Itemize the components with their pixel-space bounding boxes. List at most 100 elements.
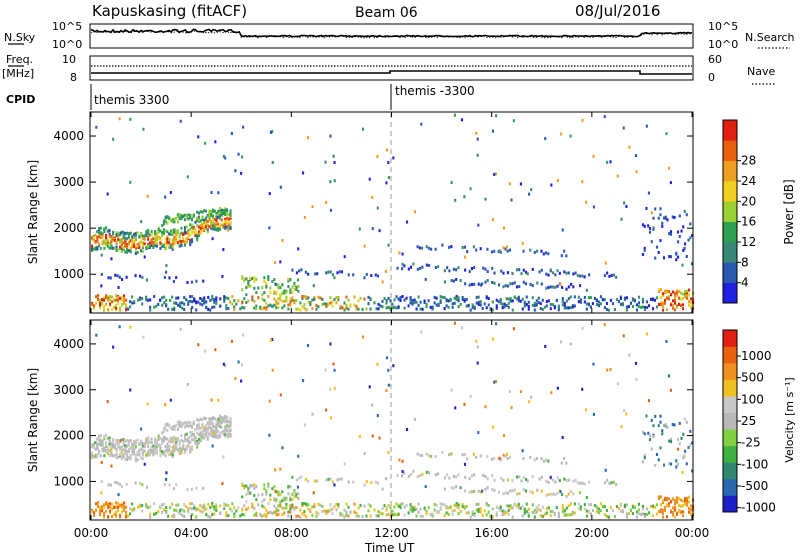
noise-left-tick-bottom: 10^0	[52, 38, 82, 51]
power-cell	[203, 296, 206, 300]
velocity-cell	[113, 446, 116, 450]
power-cell	[668, 232, 671, 236]
velocity-cell	[669, 462, 673, 466]
velocity-cell	[217, 398, 220, 402]
velocity-cell	[159, 449, 162, 453]
velocity-cell	[197, 432, 201, 436]
velocity-cell	[169, 451, 172, 455]
power-cell	[461, 245, 464, 249]
velocity-cell	[305, 515, 308, 519]
power-cell	[361, 127, 365, 131]
power-cell	[125, 275, 128, 279]
power-cell	[291, 268, 294, 272]
power-cell	[428, 264, 431, 268]
velocity-cell	[122, 453, 125, 457]
power-cell	[335, 295, 338, 299]
power-cell	[210, 224, 213, 228]
velocity-cell	[229, 428, 232, 432]
power-cell	[301, 296, 304, 300]
power-cell	[431, 305, 434, 309]
power-cell	[353, 303, 356, 307]
velocity-cell	[431, 514, 434, 518]
power-cell	[461, 296, 464, 300]
power-cell	[357, 307, 360, 311]
power-cell	[669, 230, 673, 234]
power-cell	[157, 230, 160, 234]
power-cell	[345, 306, 348, 310]
power-cell	[155, 304, 158, 308]
velocity-cell	[311, 514, 314, 518]
velocity-cell	[112, 438, 115, 442]
power-cell	[687, 303, 691, 307]
power-cell	[677, 302, 681, 306]
power-cell	[127, 249, 130, 253]
velocity-cell	[511, 489, 514, 493]
velocity-cell	[163, 508, 166, 512]
velocity-cell	[452, 474, 455, 478]
velocity-cell	[522, 475, 525, 479]
power-cell	[592, 205, 595, 209]
velocity-cell	[385, 389, 388, 393]
power-cell	[303, 295, 306, 299]
power-cell	[302, 171, 305, 175]
power-cell	[173, 228, 176, 232]
velocity-cell	[675, 497, 679, 501]
velocity-cell	[187, 436, 190, 440]
power-cell	[576, 274, 579, 278]
velocity-cell	[289, 485, 292, 489]
velocity-cell	[190, 438, 194, 442]
power-cell	[94, 233, 97, 237]
velocity-cell	[675, 512, 679, 516]
velocity-cell	[457, 506, 460, 510]
velocity-cell	[678, 442, 681, 446]
velocity-cell	[285, 506, 288, 510]
power-cell	[133, 241, 136, 245]
power-cell	[247, 282, 250, 286]
velocity-cell	[445, 505, 448, 509]
power-colorbar-tick: 28	[741, 154, 756, 168]
power-cell	[460, 118, 464, 122]
power-cell	[497, 300, 500, 304]
power-cell	[171, 218, 174, 222]
velocity-cell	[401, 474, 404, 478]
power-cell	[120, 243, 123, 247]
power-cell	[531, 296, 534, 300]
velocity-cell	[526, 479, 529, 483]
power-cell	[498, 249, 501, 253]
power-cell	[681, 303, 685, 307]
velocity-cell	[448, 453, 451, 457]
velocity-cell	[273, 497, 276, 501]
velocity-cell	[306, 344, 310, 348]
velocity-cell	[475, 508, 478, 512]
velocity-cell	[385, 508, 388, 512]
power-cell	[168, 232, 171, 236]
velocity-cell	[347, 514, 350, 518]
power-cell	[103, 305, 106, 309]
velocity-cell	[473, 513, 476, 517]
velocity-cell	[91, 509, 94, 513]
velocity-cell	[129, 512, 132, 516]
velocity-cell	[565, 478, 568, 482]
velocity-cell	[161, 503, 164, 507]
velocity-cell	[261, 493, 264, 497]
velocity-cell	[331, 507, 334, 511]
power-cell	[253, 279, 256, 283]
velocity-cell	[515, 475, 519, 479]
power-cell	[129, 300, 132, 304]
power-cell	[120, 238, 123, 242]
velocity-cell	[263, 505, 266, 509]
velocity-cell	[103, 503, 106, 507]
power-cell	[233, 305, 236, 309]
power-cell	[108, 242, 111, 246]
power-cell	[448, 269, 451, 273]
velocity-cell	[97, 501, 100, 505]
power-cell	[283, 304, 286, 308]
velocity-cell	[215, 505, 218, 509]
velocity-cell	[131, 502, 134, 506]
velocity-cell	[583, 503, 586, 507]
power-cell	[226, 228, 229, 232]
velocity-cell	[210, 427, 213, 431]
velocity-cell	[677, 497, 681, 501]
power-cell	[455, 294, 458, 298]
power-cell	[287, 307, 290, 311]
